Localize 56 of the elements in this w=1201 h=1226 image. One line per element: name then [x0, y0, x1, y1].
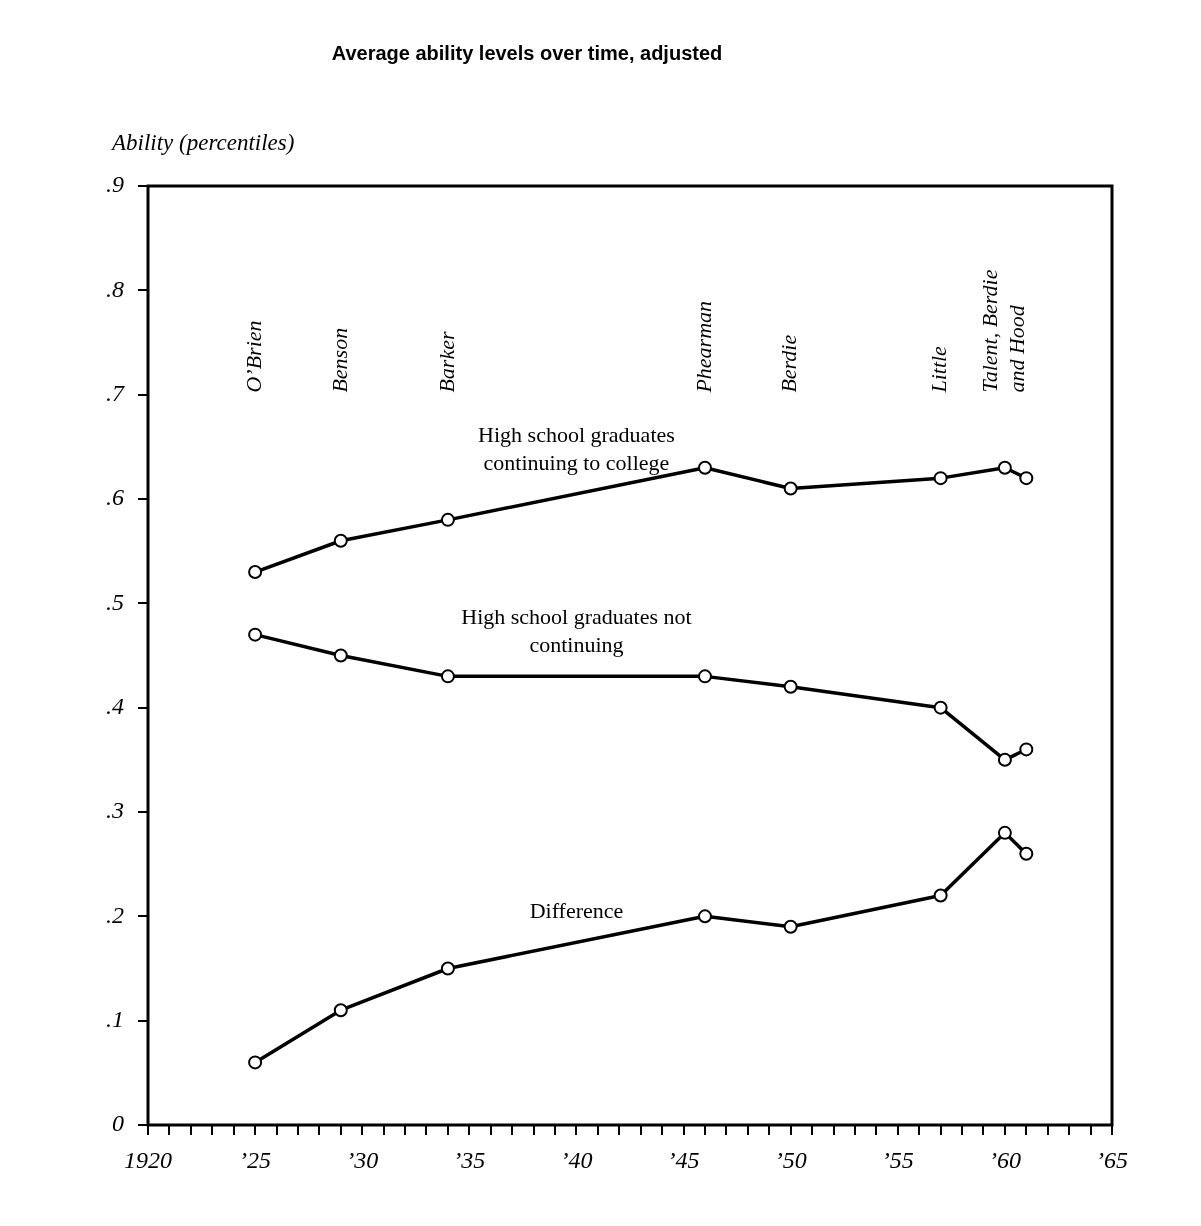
- annotation: O’Brien: [240, 320, 266, 393]
- y-tick-label: .4: [106, 692, 124, 719]
- y-tick-label: .2: [106, 901, 124, 928]
- x-tick-label: ’40: [560, 1146, 593, 1173]
- point: [1019, 471, 1034, 486]
- point: [933, 471, 948, 486]
- y-tick-label: .5: [106, 588, 124, 615]
- x-tick-label: ’55: [881, 1146, 914, 1173]
- point: [440, 512, 455, 527]
- annotation: Little: [926, 345, 952, 394]
- x-tick-label: 1920: [124, 1146, 172, 1173]
- x-tick-label: ’50: [774, 1146, 807, 1173]
- point: [997, 752, 1012, 767]
- y-tick-label: .7: [106, 379, 125, 406]
- annotation: Benson: [326, 327, 352, 393]
- point: [697, 909, 712, 924]
- y-axis-title: Ability (percentiles): [112, 130, 295, 156]
- point: [333, 1003, 348, 1018]
- annotation: Berdie: [776, 334, 802, 393]
- point: [440, 961, 455, 976]
- y-tick-label: .9: [106, 171, 124, 198]
- point: [783, 679, 798, 694]
- y-tick-label: .3: [106, 797, 124, 824]
- annotation: Phearman: [690, 300, 716, 394]
- y-tick-label: 0: [112, 1110, 124, 1137]
- y-tick-label: .1: [106, 1005, 124, 1032]
- point: [248, 1055, 263, 1070]
- chart-title: Average ability levels over time, adjusted: [330, 42, 724, 65]
- point: [1019, 742, 1034, 757]
- point: [933, 700, 948, 715]
- series-label: High school graduates not continuing: [461, 604, 692, 658]
- y-tick-label: .6: [106, 484, 124, 511]
- x-tick-label: ’35: [453, 1146, 486, 1173]
- x-tick-label: ’25: [239, 1146, 272, 1173]
- point: [1019, 846, 1034, 861]
- series-label: Difference: [529, 898, 624, 924]
- point: [333, 533, 348, 548]
- point: [997, 460, 1012, 475]
- series-label: High school graduates continuing to college: [478, 421, 675, 475]
- x-tick-label: ’60: [988, 1146, 1021, 1173]
- annotation: Barker: [433, 331, 459, 393]
- point: [933, 888, 948, 903]
- y-tick-label: .8: [106, 275, 124, 302]
- point: [697, 669, 712, 684]
- point: [440, 669, 455, 684]
- point: [248, 565, 263, 580]
- point: [333, 648, 348, 663]
- x-tick-label: ’30: [346, 1146, 379, 1173]
- point: [248, 627, 263, 642]
- point: [997, 825, 1012, 840]
- point: [697, 460, 712, 475]
- point: [783, 919, 798, 934]
- point: [783, 481, 798, 496]
- annotation: Talent, Berdie and Hood: [977, 269, 1030, 393]
- x-tick-label: ’65: [1096, 1146, 1128, 1173]
- x-tick-label: ’45: [667, 1146, 700, 1173]
